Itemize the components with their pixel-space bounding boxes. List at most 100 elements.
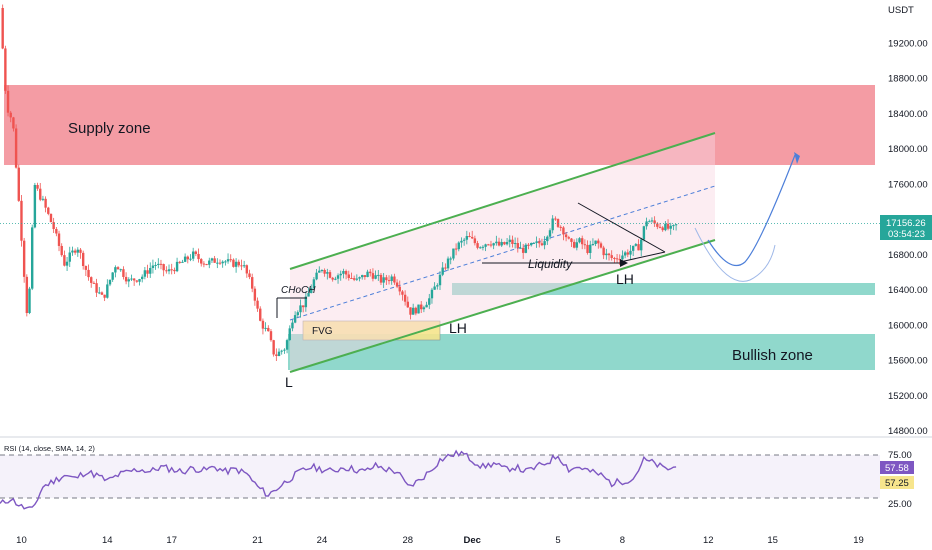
price-tick-label: 16800.00 [888,250,928,261]
channel-fill [290,133,715,372]
candle-body [379,274,383,283]
candle-body [216,262,219,264]
candle-body [479,247,482,249]
candle-body [422,307,426,310]
candle-body [489,244,493,246]
candle-body [157,263,160,265]
time-axis: 10 14 17 21 24 28 Dec 5 8 12 15 19 [16,535,864,546]
candle-body [114,267,117,273]
candle-body [669,225,672,229]
price-axis: USDT 19200.00 18800.00 18400.00 18000.00 176… [888,5,928,437]
channel-lines [289,132,716,373]
candle-body [208,260,211,265]
candle-body [535,241,538,243]
candle-body [403,294,407,302]
candle-body [312,279,316,289]
candle-body [63,255,66,266]
candle-body [175,261,179,272]
candle-body [382,277,385,283]
candle-body [449,258,452,260]
candle-body [640,239,643,251]
candle-body [672,225,675,227]
candle-body [170,269,173,271]
rsi-pane: RSI (14, close, SMA, 14, 2) 75.00 25.00 … [0,444,914,510]
candle-body [261,320,265,329]
candle-body [49,213,53,223]
candle-body [130,278,133,280]
candle-body [500,242,503,246]
candle-body [116,267,120,270]
candle-body [586,244,589,253]
candle-body [387,280,391,282]
time-tick-label: 10 [16,535,27,546]
candle-body [487,244,490,246]
candle-body [527,244,530,246]
time-tick-label: 19 [853,535,864,546]
rsi-sma-box [880,476,914,489]
candle-body [269,331,273,341]
candle-body [497,241,501,246]
candle-body [508,239,511,242]
candle-body [103,294,106,298]
candle-body [385,277,388,281]
channel-lower-line [289,239,716,373]
candle-body [513,243,517,245]
choch-label: CHoCH [281,285,316,296]
candle-body [167,269,171,272]
candle-body [597,240,600,244]
last-price-value: 17156.26 [886,218,926,229]
candle-body [420,304,423,310]
candle-body [572,241,576,248]
candle-body [621,255,624,260]
candle-body [554,218,557,220]
candle-body [562,227,565,235]
candle-body [436,285,439,287]
candle-body [393,276,396,283]
candle-body [342,271,345,274]
candle-body [183,256,187,262]
candle-body [122,269,125,277]
candle-body [47,207,50,214]
time-tick-label: 24 [317,535,328,546]
candle-body [283,349,286,351]
candle-body [462,239,466,241]
candle-body [108,279,112,285]
last-price-box [880,215,932,240]
rsi-level-75: 75.00 [888,450,912,461]
forecast-path-solid [707,154,796,267]
candle-body [465,236,469,240]
candle-body [444,267,447,269]
candle-body [336,275,340,279]
candle-body [159,263,163,265]
candle-body [202,263,206,265]
candle-body [540,243,544,246]
candle-body [484,244,487,247]
candle-body [65,261,69,266]
triangle-upper-line [577,202,666,253]
candle-body [234,261,238,267]
candle-body [470,236,474,239]
candle-body [310,288,313,294]
lh-label-1: LH [449,320,467,336]
time-tick-label: 14 [102,535,113,546]
candle-body [564,234,568,238]
candle-body [623,252,627,256]
candle-body [60,245,63,256]
candle-body [344,271,348,275]
candle-body [674,224,678,226]
candle-body [645,221,648,227]
candle-body [100,292,104,295]
candle-body [371,273,375,279]
candle-body [653,220,656,224]
candle-body [430,289,434,299]
candle-body [634,244,638,246]
candle-body [650,220,654,222]
forecast-path-ghost [694,227,776,282]
candle-body [594,240,597,244]
candle-body [538,241,541,244]
candle-body [146,270,149,274]
price-tick-label: 15600.00 [888,356,928,367]
candle-body [57,233,61,246]
candle-body [41,198,45,200]
